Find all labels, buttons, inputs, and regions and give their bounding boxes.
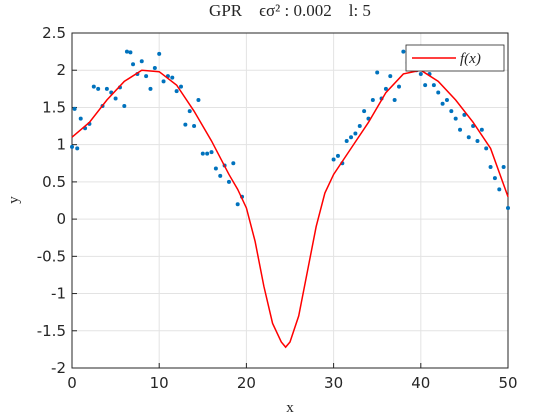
data-point bbox=[200, 151, 205, 156]
data-point bbox=[475, 138, 480, 143]
y-tick-label: 0 bbox=[56, 210, 66, 228]
data-point bbox=[187, 109, 192, 114]
data-point bbox=[397, 84, 401, 89]
x-axis-label: x bbox=[286, 400, 294, 416]
data-point bbox=[235, 202, 240, 207]
data-point bbox=[349, 135, 354, 140]
data-point bbox=[479, 127, 484, 132]
x-tick-label: 30 bbox=[324, 374, 343, 392]
data-point bbox=[383, 86, 388, 91]
data-point bbox=[205, 151, 210, 156]
data-point bbox=[131, 62, 136, 67]
y-tick-label: 1.5 bbox=[42, 98, 66, 116]
data-point bbox=[148, 86, 153, 91]
y-tick-label: 2 bbox=[56, 61, 66, 79]
data-point bbox=[192, 124, 197, 129]
data-point bbox=[401, 49, 406, 54]
y-tick-label: 0.5 bbox=[42, 173, 66, 191]
data-point bbox=[179, 84, 183, 89]
data-point bbox=[139, 59, 144, 64]
data-point bbox=[213, 166, 218, 171]
x-tick-label: 0 bbox=[67, 374, 77, 392]
y-tick-label: -2 bbox=[51, 359, 66, 377]
data-point bbox=[431, 83, 436, 88]
data-point bbox=[440, 101, 445, 106]
data-point bbox=[218, 173, 223, 178]
data-point bbox=[152, 65, 157, 70]
y-tick-label: -1.5 bbox=[37, 322, 66, 340]
y-tick-label: -1 bbox=[51, 285, 66, 303]
data-point bbox=[362, 109, 367, 114]
data-point bbox=[170, 75, 175, 80]
data-point bbox=[226, 179, 231, 184]
data-point bbox=[484, 146, 489, 151]
data-point bbox=[388, 74, 393, 79]
data-point bbox=[104, 86, 109, 91]
data-point bbox=[444, 98, 449, 102]
data-point bbox=[353, 131, 358, 136]
x-tick-label: 10 bbox=[150, 374, 169, 392]
data-point bbox=[70, 144, 74, 149]
y-axis-label: y bbox=[6, 196, 22, 204]
y-tick-label: 2.5 bbox=[42, 24, 66, 42]
data-point bbox=[458, 127, 463, 132]
data-point bbox=[418, 71, 423, 76]
data-point bbox=[335, 153, 340, 158]
legend-label: f(x) bbox=[460, 51, 481, 67]
data-point bbox=[506, 205, 510, 210]
data-point bbox=[392, 98, 397, 102]
data-point bbox=[113, 96, 118, 101]
data-point bbox=[72, 106, 77, 111]
line bbox=[71, 69, 509, 349]
data-point bbox=[488, 165, 493, 169]
x-tick-label: 20 bbox=[237, 374, 256, 392]
data-point bbox=[174, 89, 179, 94]
data-point bbox=[370, 98, 375, 102]
data-point bbox=[161, 79, 166, 84]
y-tick-label: 1 bbox=[56, 136, 66, 154]
data-point bbox=[124, 49, 129, 54]
data-point bbox=[128, 50, 133, 55]
data-point bbox=[501, 165, 506, 169]
data-point bbox=[423, 83, 428, 88]
data-point bbox=[196, 98, 201, 102]
data-point bbox=[357, 124, 362, 129]
data-point bbox=[183, 122, 188, 127]
data-point bbox=[157, 51, 162, 56]
data-point bbox=[96, 86, 101, 91]
x-tick-label: 40 bbox=[411, 374, 430, 392]
data-point bbox=[453, 116, 458, 121]
data-point bbox=[462, 112, 467, 117]
axes-box bbox=[71, 32, 509, 369]
data-point bbox=[436, 90, 441, 95]
data-point bbox=[209, 150, 214, 155]
chart-title: GPR ϵσ² : 0.002 l: 5 bbox=[209, 1, 371, 20]
data-point bbox=[344, 138, 349, 143]
data-point bbox=[231, 161, 236, 166]
data-point bbox=[449, 109, 454, 114]
data-point bbox=[375, 70, 380, 75]
x-tick-label: 50 bbox=[498, 374, 517, 392]
data-point bbox=[466, 135, 471, 140]
data-point bbox=[91, 84, 96, 89]
data-point bbox=[492, 176, 497, 181]
data-point bbox=[331, 157, 336, 162]
y-tick-label: -0.5 bbox=[37, 247, 66, 265]
data-point bbox=[75, 146, 80, 151]
data-point bbox=[144, 74, 149, 79]
data-point bbox=[78, 116, 83, 121]
data-point bbox=[122, 103, 127, 108]
data-point bbox=[497, 187, 502, 192]
